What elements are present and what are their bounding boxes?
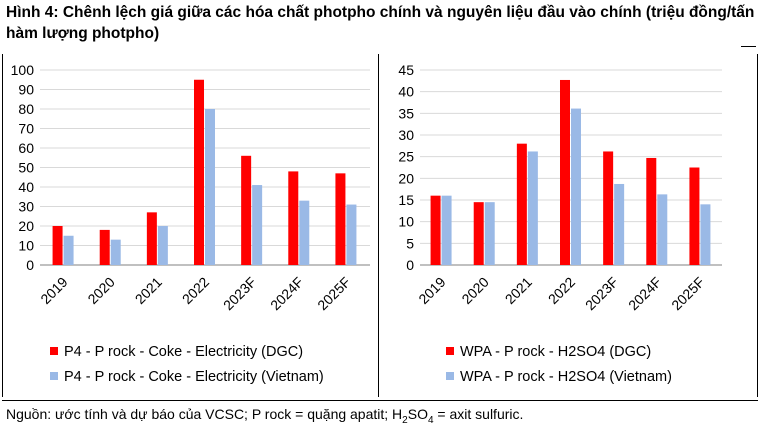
bar-dgc	[335, 173, 346, 265]
bottom-rule	[2, 400, 758, 401]
bar-dgc	[560, 79, 570, 265]
x-tick-label: 2025F	[668, 274, 707, 313]
x-tick-label: 2022	[179, 274, 212, 307]
y-tick-label: 15	[398, 192, 414, 208]
bar-vietnam	[299, 200, 310, 265]
bar-vietnam	[252, 185, 263, 265]
legend-swatch	[50, 372, 58, 380]
y-tick-label: 90	[18, 82, 34, 98]
bar-vietnam	[571, 108, 581, 265]
legend-item-p4-dgc: P4 - P rock - Coke - Electricity (DGC)	[50, 344, 303, 360]
panel-divider	[378, 54, 379, 397]
y-tick-label: 20	[398, 170, 414, 186]
legend-swatch	[446, 372, 454, 380]
x-tick-label: 2021	[132, 274, 165, 307]
y-tick-label: 10	[398, 214, 414, 230]
y-tick-label: 70	[18, 121, 34, 137]
bar-vietnam	[657, 194, 668, 265]
chart-title: Hình 4: Chênh lệch giá giữa các hóa chất…	[6, 4, 755, 42]
y-tick-label: 50	[18, 160, 34, 176]
source-text: SO	[407, 406, 428, 422]
bar-vietnam	[700, 204, 711, 265]
bar-dgc	[52, 226, 63, 265]
source-text: Nguồn: ước tính và dự báo của VCSC; P ro…	[6, 406, 403, 422]
legend-item-p4-vietnam: P4 - P rock - Coke - Electricity (Vietna…	[50, 369, 324, 385]
source-subscript: 2	[402, 414, 408, 426]
bar-vietnam	[346, 204, 357, 265]
legend-swatch	[446, 347, 454, 355]
x-tick-label: 2025F	[314, 274, 353, 313]
legend-item-wpa-vietnam: WPA - P rock - H2SO4 (Vietnam)	[446, 369, 672, 385]
bar-vietnam	[205, 109, 215, 265]
legend-swatch	[50, 347, 58, 355]
bar-vietnam	[110, 239, 121, 265]
left-border	[2, 54, 3, 397]
y-tick-label: 10	[18, 238, 34, 254]
right-border	[757, 54, 758, 397]
y-tick-label: 45	[398, 62, 414, 78]
legend-label: WPA - P rock - H2SO4 (Vietnam)	[460, 369, 672, 385]
y-tick-label: 40	[18, 179, 34, 195]
x-tick-label: 2019	[415, 274, 448, 307]
title-rule	[741, 46, 756, 47]
legend-label: P4 - P rock - Coke - Electricity (DGC)	[64, 344, 304, 360]
y-tick-label: 60	[18, 140, 34, 156]
bar-dgc	[516, 143, 527, 265]
y-tick-label: 40	[398, 84, 414, 100]
bar-vietnam	[63, 235, 74, 265]
source-text: = axit sulfuric.	[433, 406, 524, 422]
x-tick-label: 2023F	[220, 274, 259, 313]
bar-dgc	[689, 167, 700, 265]
x-tick-label: 2020	[458, 274, 491, 307]
bar-vietnam	[441, 195, 452, 265]
x-tick-label: 2024F	[625, 274, 664, 313]
y-tick-label: 25	[398, 149, 414, 165]
y-tick-label: 0	[26, 257, 34, 273]
x-tick-label: 2021	[502, 274, 535, 307]
bar-vietnam	[614, 183, 625, 265]
source-note: Nguồn: ước tính và dự báo của VCSC; P ro…	[6, 406, 523, 426]
bar-dgc	[473, 202, 484, 265]
bar-dgc	[603, 151, 614, 265]
y-tick-label: 0	[406, 257, 414, 273]
source-subscript: 4	[427, 414, 434, 426]
legend-item-wpa-dgc: WPA - P rock - H2SO4 (DGC)	[446, 344, 651, 360]
bar-dgc	[194, 79, 204, 265]
y-tick-label: 80	[18, 101, 34, 117]
y-tick-label: 30	[398, 127, 414, 143]
bar-vietnam	[157, 226, 168, 265]
legend-label: WPA - P rock - H2SO4 (DGC)	[460, 344, 652, 360]
bar-dgc	[430, 195, 441, 265]
x-tick-label: 2023F	[582, 274, 621, 313]
x-tick-label: 2019	[37, 274, 70, 307]
y-tick-label: 35	[398, 105, 414, 121]
bar-dgc	[288, 171, 299, 265]
y-tick-label: 5	[406, 235, 414, 251]
bar-dgc	[146, 212, 157, 265]
x-tick-label: 2022	[545, 274, 578, 307]
x-tick-label: 2024F	[267, 274, 306, 313]
y-tick-label: 100	[11, 62, 35, 78]
y-tick-label: 30	[18, 199, 34, 215]
x-tick-label: 2020	[84, 274, 117, 307]
legend-label: P4 - P rock - Coke - Electricity (Vietna…	[64, 369, 324, 385]
bar-vietnam	[484, 202, 495, 265]
bar-dgc	[99, 229, 110, 265]
bar-vietnam	[527, 151, 538, 265]
y-tick-label: 20	[18, 218, 34, 234]
bar-dgc	[241, 155, 252, 265]
bar-dgc	[646, 157, 657, 265]
